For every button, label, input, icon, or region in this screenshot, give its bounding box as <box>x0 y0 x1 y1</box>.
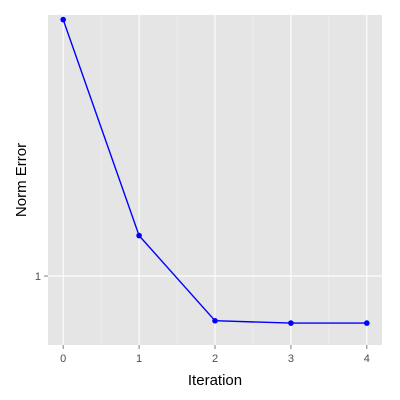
x-tick-label: 3 <box>288 353 294 365</box>
x-tick-label: 2 <box>212 353 218 365</box>
data-point <box>136 232 142 239</box>
series-layer <box>60 16 370 326</box>
data-point <box>212 317 218 324</box>
x-tick-label: 4 <box>364 353 370 365</box>
data-point <box>288 320 294 326</box>
y-tick-label: 1 <box>35 271 41 283</box>
x-axis-title: Iteration <box>188 372 242 389</box>
x-tick-label: 1 <box>136 353 142 365</box>
major-gridlines <box>48 15 382 345</box>
x-tick-label: 0 <box>60 353 66 365</box>
y-axis-title: Norm Error <box>13 143 30 217</box>
minor-gridlines <box>100 15 330 345</box>
data-point <box>364 320 370 326</box>
axis-ticks <box>44 275 368 349</box>
data-point <box>60 16 66 23</box>
tick-labels: 0 1 2 3 4 1 <box>35 271 370 365</box>
